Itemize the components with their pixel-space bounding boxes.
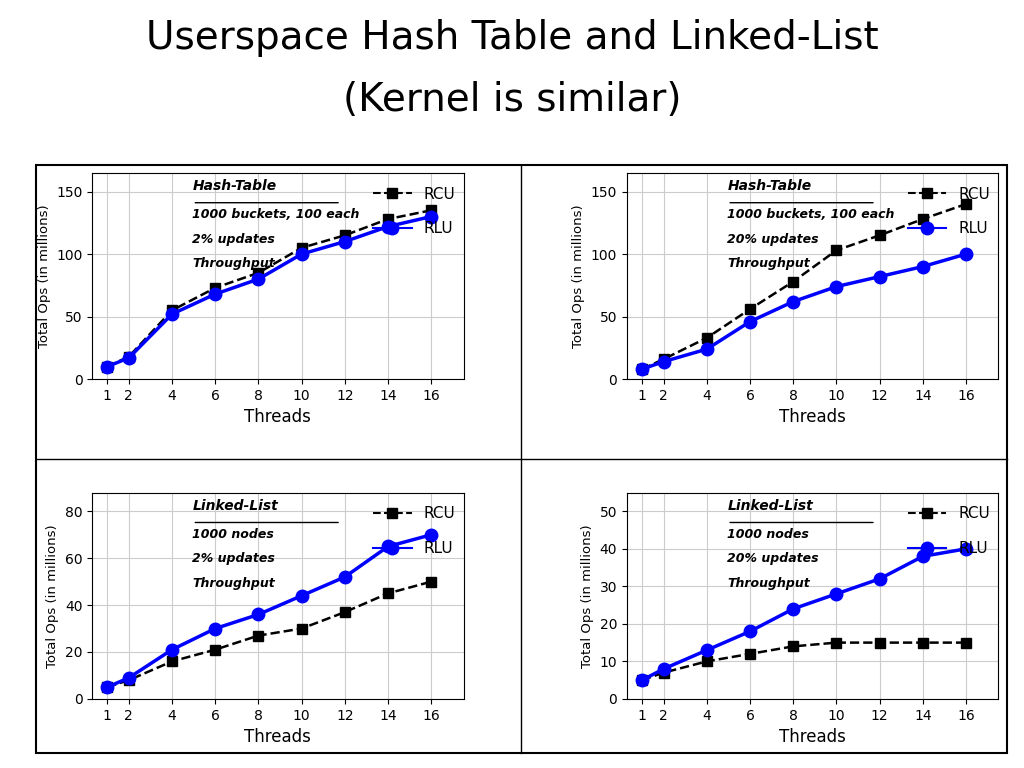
Y-axis label: Total Ops (in millions): Total Ops (in millions) [572,204,586,348]
X-axis label: Threads: Threads [245,728,311,746]
Text: Linked-List: Linked-List [193,498,279,513]
Text: Throughput: Throughput [727,257,810,270]
Text: Hash-Table: Hash-Table [727,179,811,193]
Text: (Kernel is similar): (Kernel is similar) [343,81,681,118]
X-axis label: Threads: Threads [779,409,846,426]
Text: 1000 nodes: 1000 nodes [727,528,809,541]
Text: 20% updates: 20% updates [727,552,819,565]
Text: 1000 buckets, 100 each: 1000 buckets, 100 each [193,208,359,221]
Text: Linked-List: Linked-List [727,498,813,513]
Text: Throughput: Throughput [193,257,275,270]
X-axis label: Threads: Threads [245,409,311,426]
Text: Userspace Hash Table and Linked-List: Userspace Hash Table and Linked-List [145,19,879,57]
Text: 2% updates: 2% updates [193,233,275,246]
Y-axis label: Total Ops (in millions): Total Ops (in millions) [581,524,594,667]
Text: 2% updates: 2% updates [193,552,275,565]
Y-axis label: Total Ops (in millions): Total Ops (in millions) [38,204,50,348]
Legend: RCU, RLU: RCU, RLU [902,180,996,243]
Legend: RCU, RLU: RCU, RLU [368,180,462,243]
Text: Throughput: Throughput [727,578,810,590]
Legend: RCU, RLU: RCU, RLU [902,500,996,562]
Text: 1000 buckets, 100 each: 1000 buckets, 100 each [727,208,895,221]
Text: Throughput: Throughput [193,578,275,590]
Text: 1000 nodes: 1000 nodes [193,528,274,541]
Y-axis label: Total Ops (in millions): Total Ops (in millions) [46,524,59,667]
Legend: RCU, RLU: RCU, RLU [368,500,462,562]
Text: Hash-Table: Hash-Table [193,179,276,193]
Text: 20% updates: 20% updates [727,233,819,246]
X-axis label: Threads: Threads [779,728,846,746]
